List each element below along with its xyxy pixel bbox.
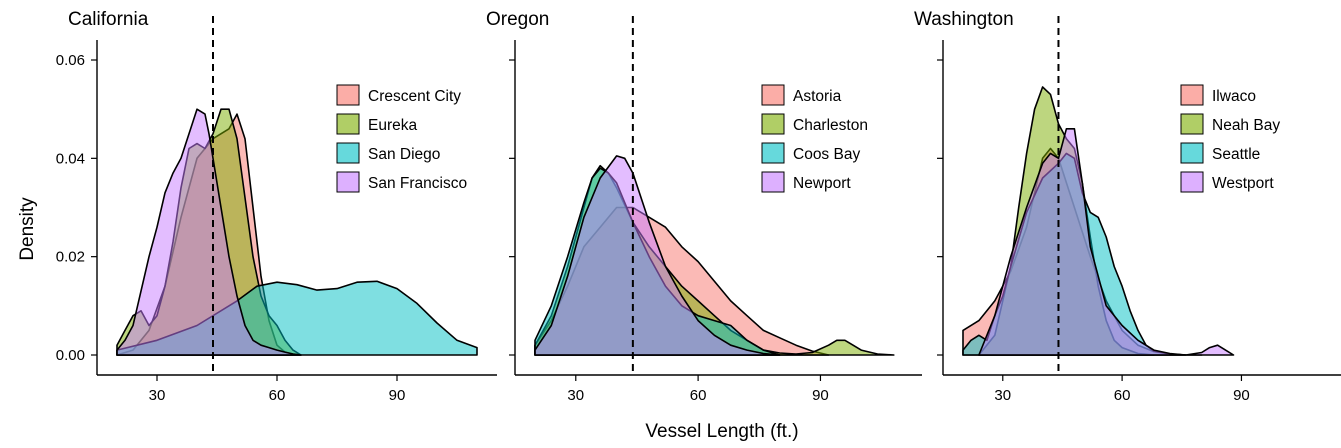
legend-swatch [1180, 113, 1204, 135]
legend-swatch [1180, 171, 1204, 193]
x-axis-title: Vessel Length (ft.) [645, 421, 798, 442]
legend-swatch [761, 171, 785, 193]
panel-0: California 0.00 0.02 0.04 0.06 30 60 90 Crescent… [56, 9, 497, 404]
density-area-newport [534, 155, 781, 356]
legend-label: Westport [1212, 175, 1274, 192]
legend-swatch [336, 142, 360, 164]
x-tick-label: 90 [1233, 387, 1250, 404]
legend-label: Neah Bay [1212, 117, 1280, 134]
y-tick-label: 0.02 [56, 249, 85, 266]
panel-title: Washington [914, 9, 1014, 30]
legend-swatch [761, 142, 785, 164]
x-tick-label: 60 [690, 387, 707, 404]
panel-1: Oregon 30 60 90 Astoria Charleston Coos Bay New… [486, 9, 922, 404]
legend-label: Ilwaco [1212, 88, 1256, 105]
y-tick-label: 0.00 [56, 347, 85, 364]
y-tick-label: 0.04 [56, 150, 85, 167]
legend-swatch [761, 84, 785, 106]
panel-title: California [68, 9, 149, 30]
x-tick-label: 30 [149, 387, 166, 404]
legend-label: Newport [793, 175, 851, 192]
y-axis-title: Density [17, 197, 38, 261]
x-tick-label: 30 [994, 387, 1011, 404]
legend-label: Charleston [793, 117, 868, 134]
legend-swatch [1180, 84, 1204, 106]
legend-label: San Francisco [368, 175, 467, 192]
legend-swatch [336, 84, 360, 106]
density-area-san-francisco [116, 108, 302, 356]
legend-swatch [761, 113, 785, 135]
legend-label: Eureka [368, 117, 417, 134]
panel-2: Washington 30 60 90 Ilwaco Neah Bay Seattle Wes… [914, 9, 1341, 404]
density-area-westport [978, 128, 1235, 356]
x-tick-label: 60 [1114, 387, 1131, 404]
x-tick-label: 60 [269, 387, 286, 404]
y-tick-label: 0.06 [56, 52, 85, 69]
legend-swatch [1180, 142, 1204, 164]
x-tick-label: 30 [567, 387, 584, 404]
legend-swatch [336, 113, 360, 135]
legend-label: Coos Bay [793, 146, 860, 163]
legend-label: Seattle [1212, 146, 1260, 163]
legend-label: Crescent City [368, 88, 461, 105]
legend-label: Astoria [793, 88, 842, 105]
x-tick-label: 90 [389, 387, 406, 404]
x-tick-label: 90 [812, 387, 829, 404]
panel-title: Oregon [486, 9, 549, 30]
legend-swatch [336, 171, 360, 193]
legend-label: San Diego [368, 146, 440, 163]
